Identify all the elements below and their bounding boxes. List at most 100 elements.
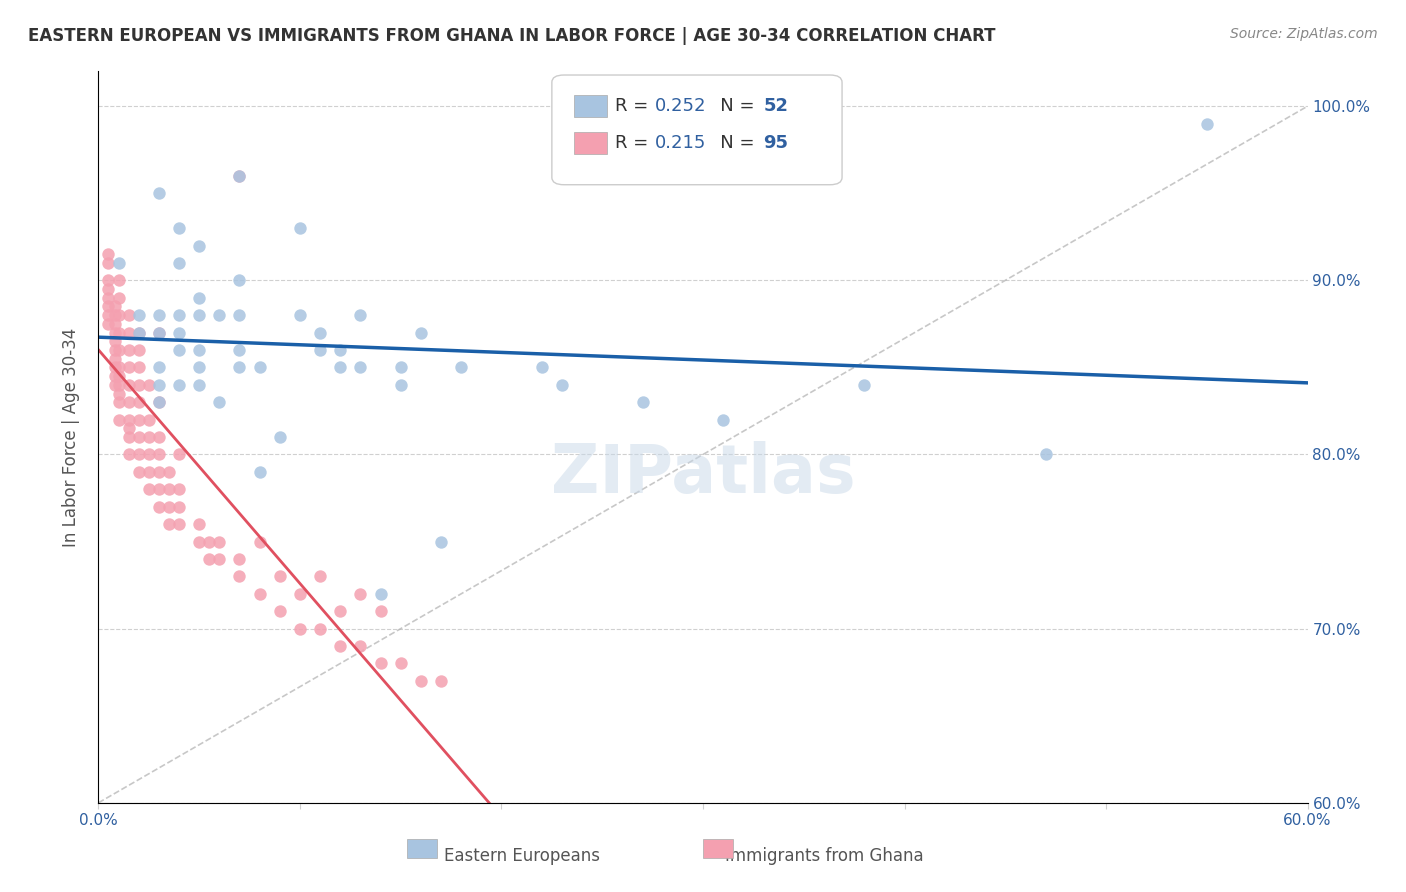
Point [389,360,412,375]
Text: 0.252: 0.252 [655,97,706,115]
Text: R =: R = [614,97,654,115]
Point [103,351,125,366]
Point [138,465,160,479]
Point [228,569,250,583]
Point [107,273,129,287]
Point [97,300,120,314]
Point [430,673,453,688]
Point [370,604,392,618]
Point [188,377,211,392]
Point [128,326,150,340]
Point [107,256,129,270]
Point [370,657,392,671]
Point [208,534,231,549]
Point [329,360,352,375]
Point [631,395,654,409]
Point [208,552,231,566]
Point [853,377,876,392]
Point [103,343,125,357]
Point [269,430,291,444]
Point [107,369,129,384]
Point [148,395,170,409]
Point [228,169,250,183]
Point [329,604,352,618]
Point [97,317,120,331]
Point [107,308,129,322]
Point [288,622,311,636]
FancyBboxPatch shape [574,95,607,118]
Point [118,360,141,375]
Point [249,534,271,549]
Point [148,326,170,340]
Point [107,343,129,357]
Point [118,448,141,462]
Point [309,569,332,583]
Point [128,465,150,479]
Point [198,552,221,566]
Text: Immigrants from Ghana: Immigrants from Ghana [724,847,924,864]
Point [157,483,180,497]
Point [148,483,170,497]
Point [128,448,150,462]
Point [157,465,180,479]
Point [551,377,574,392]
Point [97,308,120,322]
Point [97,282,120,296]
Point [228,343,250,357]
Point [167,343,190,357]
Point [167,308,190,322]
Y-axis label: In Labor Force | Age 30-34: In Labor Force | Age 30-34 [62,327,80,547]
Point [148,360,170,375]
Point [103,369,125,384]
Point [349,587,371,601]
Point [167,326,190,340]
Point [530,360,553,375]
Point [148,377,170,392]
Point [228,360,250,375]
Point [118,430,141,444]
Point [188,534,211,549]
Point [288,221,311,235]
Point [370,587,392,601]
Point [103,334,125,349]
Point [349,360,371,375]
Point [107,395,129,409]
Point [128,395,150,409]
Point [249,360,271,375]
Point [128,343,150,357]
Point [97,291,120,305]
Point [188,517,211,532]
Point [118,326,141,340]
Point [148,500,170,514]
Text: Eastern Europeans: Eastern Europeans [444,847,599,864]
Point [103,326,125,340]
Point [167,500,190,514]
Point [107,291,129,305]
Point [138,412,160,426]
Point [167,483,190,497]
Point [118,412,141,426]
Point [228,552,250,566]
Point [167,256,190,270]
Point [349,639,371,653]
Point [103,300,125,314]
Point [208,395,231,409]
Point [249,465,271,479]
Point [188,238,211,252]
Point [409,326,432,340]
Point [148,395,170,409]
Text: EASTERN EUROPEAN VS IMMIGRANTS FROM GHANA IN LABOR FORCE | AGE 30-34 CORRELATION: EASTERN EUROPEAN VS IMMIGRANTS FROM GHAN… [28,27,995,45]
Point [389,377,412,392]
Point [167,448,190,462]
Text: 0.215: 0.215 [655,134,706,152]
Point [138,483,160,497]
Point [107,377,129,392]
Point [450,360,472,375]
Point [167,221,190,235]
Point [148,186,170,201]
Point [1195,117,1218,131]
Text: 95: 95 [763,134,789,152]
Point [107,412,129,426]
Text: N =: N = [703,134,761,152]
Point [188,360,211,375]
